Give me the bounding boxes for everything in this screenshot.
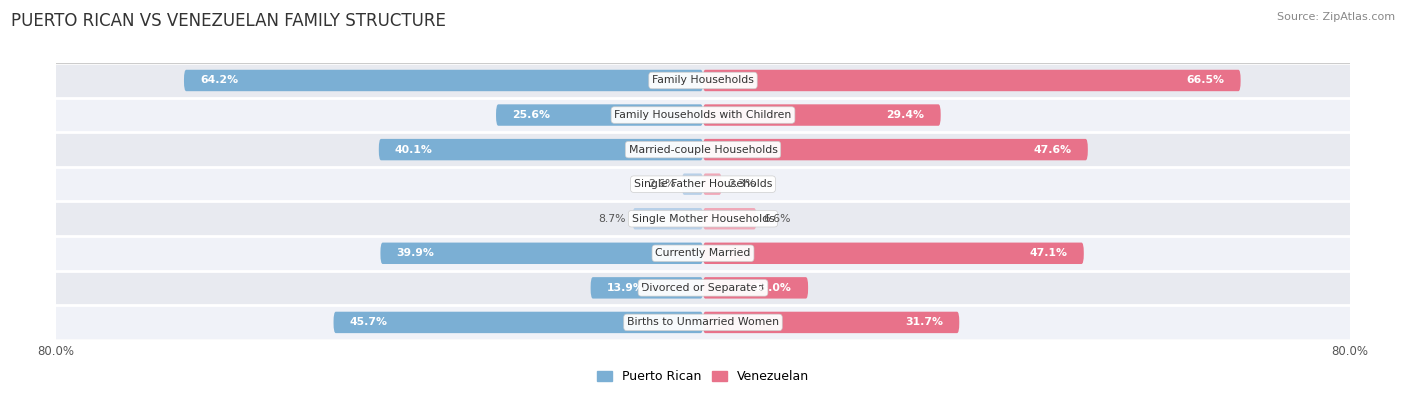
FancyBboxPatch shape — [184, 70, 703, 91]
Text: 6.6%: 6.6% — [763, 214, 790, 224]
FancyBboxPatch shape — [703, 70, 1240, 91]
FancyBboxPatch shape — [496, 104, 703, 126]
Text: 8.7%: 8.7% — [599, 214, 626, 224]
Text: Married-couple Households: Married-couple Households — [628, 145, 778, 154]
Text: Single Father Households: Single Father Households — [634, 179, 772, 189]
Bar — [56, 271, 1350, 305]
Text: 40.1%: 40.1% — [395, 145, 433, 154]
FancyBboxPatch shape — [703, 312, 959, 333]
Bar — [56, 132, 1350, 167]
Text: Source: ZipAtlas.com: Source: ZipAtlas.com — [1277, 12, 1395, 22]
Text: Divorced or Separated: Divorced or Separated — [641, 283, 765, 293]
Bar — [56, 305, 1350, 340]
Text: 45.7%: 45.7% — [350, 318, 388, 327]
Text: 13.0%: 13.0% — [754, 283, 792, 293]
Text: Currently Married: Currently Married — [655, 248, 751, 258]
FancyBboxPatch shape — [333, 312, 703, 333]
Text: 64.2%: 64.2% — [200, 75, 238, 85]
Text: Family Households: Family Households — [652, 75, 754, 85]
FancyBboxPatch shape — [378, 139, 703, 160]
Text: 39.9%: 39.9% — [396, 248, 434, 258]
Text: 25.6%: 25.6% — [512, 110, 550, 120]
FancyBboxPatch shape — [703, 243, 1084, 264]
FancyBboxPatch shape — [703, 277, 808, 299]
FancyBboxPatch shape — [591, 277, 703, 299]
Bar — [56, 63, 1350, 98]
Bar — [56, 98, 1350, 132]
Text: 29.4%: 29.4% — [887, 110, 925, 120]
FancyBboxPatch shape — [703, 208, 756, 229]
Bar — [56, 201, 1350, 236]
Text: 2.3%: 2.3% — [728, 179, 755, 189]
FancyBboxPatch shape — [633, 208, 703, 229]
Text: 13.9%: 13.9% — [607, 283, 645, 293]
Text: Births to Unmarried Women: Births to Unmarried Women — [627, 318, 779, 327]
Bar — [56, 167, 1350, 201]
Text: 66.5%: 66.5% — [1187, 75, 1225, 85]
Text: 31.7%: 31.7% — [905, 318, 943, 327]
Text: Family Households with Children: Family Households with Children — [614, 110, 792, 120]
Text: 47.6%: 47.6% — [1033, 145, 1071, 154]
Text: 47.1%: 47.1% — [1029, 248, 1067, 258]
Text: Single Mother Households: Single Mother Households — [631, 214, 775, 224]
FancyBboxPatch shape — [381, 243, 703, 264]
Text: PUERTO RICAN VS VENEZUELAN FAMILY STRUCTURE: PUERTO RICAN VS VENEZUELAN FAMILY STRUCT… — [11, 12, 446, 30]
FancyBboxPatch shape — [703, 173, 721, 195]
FancyBboxPatch shape — [703, 104, 941, 126]
Legend: Puerto Rican, Venezuelan: Puerto Rican, Venezuelan — [598, 370, 808, 383]
FancyBboxPatch shape — [682, 173, 703, 195]
Text: 2.6%: 2.6% — [648, 179, 675, 189]
Bar — [56, 236, 1350, 271]
FancyBboxPatch shape — [703, 139, 1088, 160]
